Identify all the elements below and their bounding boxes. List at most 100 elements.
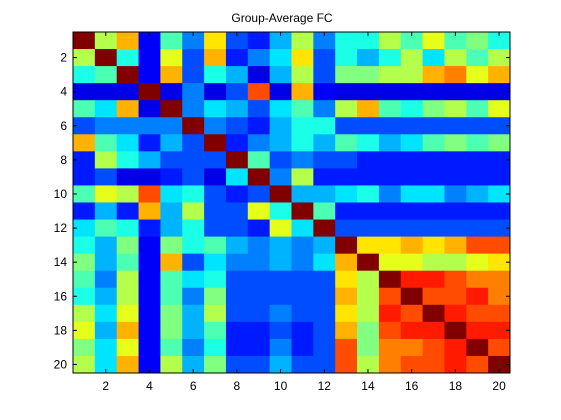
heatmap-cell xyxy=(204,117,227,135)
heatmap-cell xyxy=(73,83,96,101)
heatmap-cell xyxy=(182,321,205,340)
heatmap-cell xyxy=(182,66,205,84)
heatmap-cell xyxy=(291,355,314,374)
heatmap-cell xyxy=(444,253,467,272)
heatmap-cell xyxy=(291,117,314,135)
heatmap-cell xyxy=(94,49,118,67)
heatmap-cell xyxy=(73,66,96,84)
heatmap-cell xyxy=(160,100,183,118)
y-tick-label: 6 xyxy=(60,119,67,133)
heatmap-cell xyxy=(247,236,271,255)
heatmap-cell xyxy=(247,168,271,186)
heatmap-cell xyxy=(422,134,445,152)
heatmap-cell xyxy=(444,236,467,255)
heatmap-cell xyxy=(116,151,140,169)
heatmap-cell xyxy=(357,202,380,221)
heatmap-cell xyxy=(182,270,205,289)
heatmap-cell xyxy=(378,236,402,255)
heatmap-cell xyxy=(116,253,140,272)
heatmap-cell xyxy=(138,287,161,306)
heatmap-cell xyxy=(160,202,183,221)
heatmap-cell xyxy=(269,83,292,101)
y-tick-label: 20 xyxy=(54,357,68,371)
heatmap-cell xyxy=(488,304,511,323)
heatmap-cell xyxy=(400,355,424,374)
heatmap-cell xyxy=(204,83,227,101)
heatmap-cell xyxy=(225,168,249,186)
heatmap-cell xyxy=(182,202,205,221)
heatmap-cell xyxy=(160,134,183,152)
heatmap-cell xyxy=(378,168,402,186)
heatmap-cell xyxy=(204,185,227,203)
y-tick-label: 2 xyxy=(60,51,67,65)
heatmap-cell xyxy=(225,185,249,203)
heatmap-cell xyxy=(466,338,489,357)
heatmap-cell xyxy=(466,219,489,238)
heatmap-cell xyxy=(444,134,467,152)
heatmap-cell xyxy=(313,202,336,221)
heatmap-cell xyxy=(73,134,96,152)
x-axis: 2 4 6 8 10 12 14 16 18 20 xyxy=(102,32,506,393)
heatmap-cell xyxy=(335,338,358,357)
heatmap-cell xyxy=(73,253,96,272)
heatmap-cell xyxy=(291,270,314,289)
x-tick-label: 14 xyxy=(361,379,375,393)
heatmap-cell xyxy=(335,151,358,169)
heatmap-cell xyxy=(357,219,380,238)
heatmap-cell xyxy=(466,202,489,221)
heatmap-cell xyxy=(357,338,380,357)
heatmap-cell xyxy=(357,117,380,135)
heatmap-cell xyxy=(204,66,227,84)
heatmap-cell xyxy=(444,83,467,101)
heatmap-cell xyxy=(94,270,118,289)
heatmap-cell xyxy=(73,49,96,67)
heatmap-cell xyxy=(444,151,467,169)
heatmap-cell xyxy=(225,270,249,289)
heatmap-cell xyxy=(466,83,489,101)
heatmap-cell xyxy=(116,338,140,357)
heatmap-cell xyxy=(225,253,249,272)
heatmap-cell xyxy=(269,253,292,272)
heatmap-cell xyxy=(466,270,489,289)
heatmap-cell xyxy=(466,287,489,306)
heatmap-cell xyxy=(138,151,161,169)
heatmap-cell xyxy=(313,304,336,323)
heatmap-cell xyxy=(225,338,249,357)
heatmap-cell xyxy=(247,355,271,374)
heatmap-cell xyxy=(182,236,205,255)
y-tick-label: 16 xyxy=(54,289,68,303)
heatmap-cell xyxy=(138,219,161,238)
heatmap-cell xyxy=(488,151,511,169)
heatmap-cell xyxy=(422,83,445,101)
heatmap-cell xyxy=(444,202,467,221)
heatmap-cell xyxy=(444,185,467,203)
heatmap-cell xyxy=(94,355,118,374)
heatmap-cell xyxy=(138,236,161,255)
heatmap-cell xyxy=(313,338,336,357)
heatmap-cell xyxy=(160,117,183,135)
heatmap-cell xyxy=(335,185,358,203)
heatmap-cell xyxy=(444,355,467,374)
heatmap-cell xyxy=(138,83,161,101)
heatmap-cell xyxy=(488,270,511,289)
heatmap-cell xyxy=(269,49,292,67)
heatmap-cell xyxy=(160,338,183,357)
heatmap-cell xyxy=(313,117,336,135)
heatmap-cell xyxy=(400,185,424,203)
y-tick-label: 4 xyxy=(60,85,67,99)
heatmap-cell xyxy=(204,151,227,169)
heatmap-cell xyxy=(73,287,96,306)
heatmap-cell xyxy=(225,287,249,306)
x-tick-label: 16 xyxy=(405,379,419,393)
heatmap-cell xyxy=(138,117,161,135)
heatmap-cell xyxy=(291,66,314,84)
heatmap-cell xyxy=(94,338,118,357)
heatmap-cell xyxy=(422,49,445,67)
heatmap-cell xyxy=(225,66,249,84)
heatmap-cell xyxy=(400,32,424,50)
heatmap-cell xyxy=(422,168,445,186)
heatmap-cell xyxy=(291,202,314,221)
heatmap-cell xyxy=(94,32,118,50)
heatmap-cell xyxy=(116,219,140,238)
heatmap-cell xyxy=(160,66,183,84)
